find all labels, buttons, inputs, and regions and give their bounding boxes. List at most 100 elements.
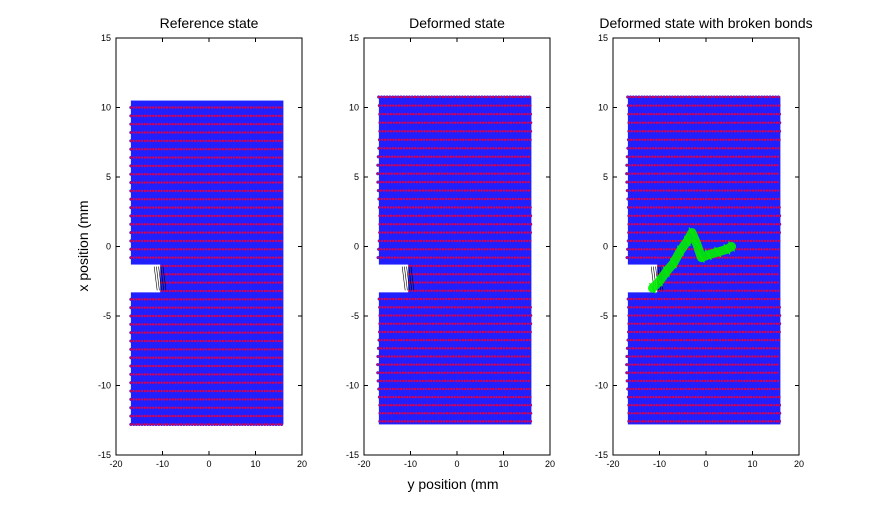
node-marker: [473, 322, 477, 326]
node-marker: [513, 280, 517, 285]
node-marker: [396, 146, 401, 150]
node-marker: [713, 395, 717, 399]
node-marker: [440, 188, 445, 193]
node-marker: [140, 397, 144, 402]
node-marker: [212, 230, 217, 235]
node-marker: [417, 419, 421, 423]
node-marker: [468, 371, 472, 375]
notch-cutout: [129, 264, 161, 293]
node-marker: [404, 255, 408, 260]
node-marker: [462, 371, 466, 375]
node-marker: [502, 95, 506, 99]
node-marker: [489, 322, 494, 326]
node-marker: [456, 411, 460, 415]
node-marker: [277, 214, 281, 218]
node-marker: [154, 397, 158, 402]
node-marker: [455, 103, 460, 108]
node-marker: [204, 130, 208, 135]
node-marker: [738, 411, 743, 415]
node-marker: [179, 272, 183, 276]
node-marker: [481, 403, 485, 407]
node-marker: [446, 289, 450, 293]
node-marker: [432, 95, 437, 99]
node-marker: [257, 347, 261, 352]
node-marker: [226, 289, 231, 293]
node-marker: [476, 313, 480, 318]
node-marker: [229, 205, 233, 210]
node-marker: [224, 222, 228, 226]
node-marker: [137, 306, 141, 310]
node-marker: [490, 280, 495, 285]
node-marker: [449, 379, 453, 383]
node-marker: [232, 314, 236, 318]
node-marker: [221, 172, 225, 176]
node-marker: [143, 364, 147, 368]
node-marker: [249, 381, 253, 385]
node-marker: [703, 362, 707, 367]
node-marker: [229, 222, 233, 226]
node-marker: [268, 197, 273, 201]
node-marker: [500, 403, 505, 407]
node-marker: [426, 354, 430, 359]
node-marker: [279, 205, 284, 210]
node-marker: [772, 403, 776, 407]
node-marker: [204, 347, 208, 352]
node-marker: [140, 147, 144, 151]
node-marker: [224, 239, 228, 243]
node-marker: [672, 354, 677, 359]
node-marker: [505, 95, 509, 99]
node-marker: [204, 422, 208, 427]
node-marker: [215, 139, 220, 143]
node-marker: [500, 205, 504, 210]
node-marker: [193, 164, 197, 168]
node-marker: [635, 411, 640, 415]
node-marker: [238, 164, 242, 168]
node-marker: [445, 371, 450, 375]
node-marker: [433, 197, 437, 201]
node-marker: [466, 146, 470, 150]
node-marker: [384, 354, 388, 359]
node-marker: [472, 338, 476, 342]
node-marker: [706, 371, 710, 375]
node-marker: [473, 264, 478, 268]
node-marker: [257, 406, 261, 410]
node-marker: [486, 330, 491, 334]
node-marker: [129, 239, 133, 243]
node-marker: [383, 239, 387, 243]
node-marker: [450, 297, 454, 301]
node-marker: [137, 331, 141, 335]
node-marker: [461, 129, 466, 133]
node-marker: [395, 411, 399, 415]
node-marker: [210, 397, 214, 402]
node-marker: [523, 129, 527, 133]
node-marker: [444, 197, 448, 201]
node-marker: [750, 419, 754, 423]
node-marker: [512, 172, 517, 176]
node-marker: [522, 395, 527, 399]
node-marker: [254, 406, 259, 410]
node-marker: [766, 403, 771, 407]
node-marker: [422, 419, 427, 423]
node-marker: [383, 403, 388, 407]
node-marker: [384, 362, 388, 367]
node-marker: [378, 121, 382, 125]
node-marker: [381, 121, 385, 125]
node-marker: [229, 214, 233, 218]
node-marker: [447, 239, 451, 243]
node-marker: [494, 395, 499, 399]
node-marker: [190, 414, 194, 418]
node-marker: [726, 338, 731, 342]
node-marker: [271, 272, 275, 276]
node-marker: [439, 411, 444, 415]
node-marker: [224, 331, 228, 335]
node-marker: [648, 338, 653, 342]
node-marker: [240, 314, 245, 318]
node-marker: [185, 389, 189, 393]
node-marker: [437, 354, 441, 359]
node-marker: [263, 105, 267, 110]
node-marker: [403, 362, 408, 367]
node-marker: [380, 338, 384, 342]
node-marker: [775, 371, 780, 375]
node-marker: [182, 280, 186, 285]
node-marker: [465, 272, 469, 276]
